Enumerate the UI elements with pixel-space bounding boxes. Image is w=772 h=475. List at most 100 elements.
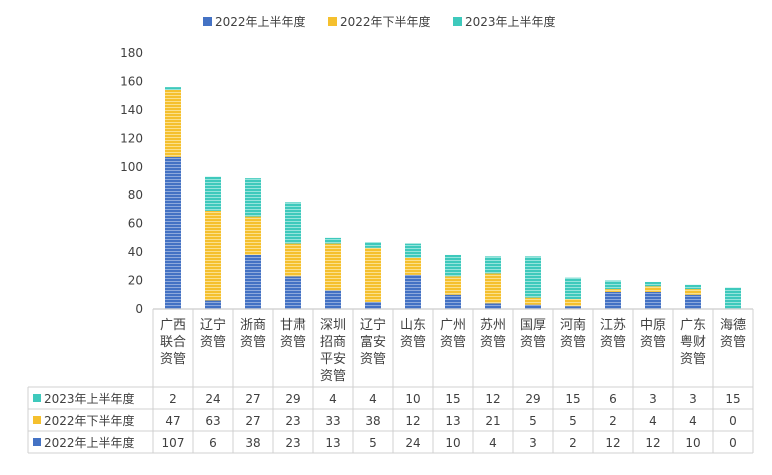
table-cell-value: 15: [725, 392, 740, 406]
bar-segment: [165, 89, 181, 157]
table-cell-value: 107: [162, 436, 185, 450]
category-label: 河南: [560, 317, 586, 333]
table-cell-value: 2: [569, 436, 577, 450]
bar-segment: [685, 289, 701, 295]
table-row-label: 2022年上半年度: [44, 435, 135, 450]
table-cell-value: 12: [405, 414, 420, 428]
bar-segment: [165, 87, 181, 90]
legend-label: 2022年下半年度: [340, 14, 431, 29]
table-cell-value: 27: [245, 414, 260, 428]
category-label: 资管: [360, 352, 386, 367]
category-label: 富安: [360, 334, 386, 350]
table-cell-value: 10: [685, 436, 700, 450]
bar-segment: [325, 290, 341, 309]
table-cell-value: 47: [165, 414, 180, 428]
table-cell-value: 10: [445, 436, 460, 450]
bar-segment: [485, 256, 501, 274]
category-label: 资管: [600, 335, 626, 350]
table-cell-value: 13: [445, 414, 460, 428]
bar-segment: [525, 256, 541, 298]
table-legend-swatch: [33, 416, 41, 424]
bar-segment: [325, 237, 341, 244]
legend-label: 2022年上半年度: [215, 14, 306, 29]
bar-segment: [725, 287, 741, 309]
table-cell-value: 0: [729, 414, 737, 428]
bar-segment: [685, 294, 701, 309]
bar-segment: [285, 202, 301, 244]
bar-segment: [565, 277, 581, 300]
category-label: 甘肃: [280, 318, 306, 333]
bar-segment: [445, 254, 461, 277]
bar-segment: [245, 178, 261, 217]
category-label: 资管: [240, 335, 266, 350]
legend-swatch: [328, 17, 337, 26]
legend: 2022年上半年度 2022年下半年度 2023年上半年度: [203, 14, 556, 29]
table-cell-value: 6: [609, 392, 617, 406]
bar-segment: [405, 243, 421, 258]
table-cell-value: 3: [689, 392, 697, 406]
bar-segment: [645, 286, 661, 292]
bar-segment: [325, 243, 341, 291]
y-tick-label: 20: [128, 274, 143, 288]
category-label: 资管: [440, 335, 466, 350]
bar-segment: [285, 243, 301, 277]
category-label: 辽宁: [200, 317, 226, 333]
category-label: 深圳: [320, 318, 346, 333]
table-cell-value: 3: [529, 436, 537, 450]
table-cell-value: 29: [525, 392, 540, 406]
table-row-label: 2022年下半年度: [44, 413, 135, 428]
bar-segment: [165, 156, 181, 309]
legend-swatch: [453, 17, 462, 26]
y-tick-label: 160: [120, 74, 143, 88]
category-label: 浙商: [240, 318, 266, 333]
bar-segment: [445, 294, 461, 309]
bar-segment: [445, 276, 461, 295]
y-tick-label: 60: [128, 217, 143, 231]
table-cell-value: 29: [285, 392, 300, 406]
y-tick-label: 100: [120, 160, 143, 174]
category-label: 粤财: [680, 334, 706, 350]
table-cell-value: 23: [285, 436, 300, 450]
bar-segment: [645, 291, 661, 309]
table-legend-swatch: [33, 438, 41, 446]
table-cell-value: 38: [365, 414, 380, 428]
category-label: 资管: [320, 369, 346, 384]
bar-segment: [485, 303, 501, 309]
table-cell-value: 24: [205, 392, 220, 406]
table-cell-value: 12: [645, 436, 660, 450]
bar-segment: [685, 284, 701, 290]
bar-segment: [365, 247, 381, 302]
y-tick-label: 0: [135, 302, 143, 316]
category-label: 中原: [640, 318, 666, 333]
legend-swatch: [203, 17, 212, 26]
category-label: 招商: [320, 335, 346, 350]
bar-segment: [205, 300, 221, 309]
table-cell-value: 15: [565, 392, 580, 406]
table-cell-value: 23: [285, 414, 300, 428]
category-label: 平安: [320, 352, 346, 367]
category-label: 资管: [200, 335, 226, 350]
data-table: 广西联合资管辽宁资管浙商资管甘肃资管深圳招商平安资管辽宁富安资管山东资管广州资管…: [27, 308, 754, 454]
table-cell-value: 5: [369, 436, 377, 450]
bar-segment: [565, 299, 581, 307]
category-label: 江苏: [600, 317, 626, 333]
category-label: 苏州: [480, 317, 506, 333]
bar-segment: [245, 254, 261, 309]
category-label: 资管: [640, 335, 666, 350]
legend-label: 2023年上半年度: [465, 14, 556, 29]
bar-segment: [365, 242, 381, 248]
bar-segment: [645, 281, 661, 287]
table-row-label: 2023年上半年度: [44, 391, 135, 406]
category-label: 广东: [680, 318, 706, 333]
table-cell-value: 4: [489, 436, 497, 450]
bar-segment: [205, 210, 221, 301]
table-cell-value: 12: [485, 392, 500, 406]
bar-segment: [405, 274, 421, 309]
y-tick-label: 180: [120, 46, 143, 60]
bar-segment: [485, 273, 501, 304]
category-label: 国厚: [520, 318, 546, 333]
category-label: 海德: [720, 318, 746, 333]
bar-segment: [285, 276, 301, 309]
table-cell-value: 4: [369, 392, 377, 406]
table-cell-value: 4: [649, 414, 657, 428]
